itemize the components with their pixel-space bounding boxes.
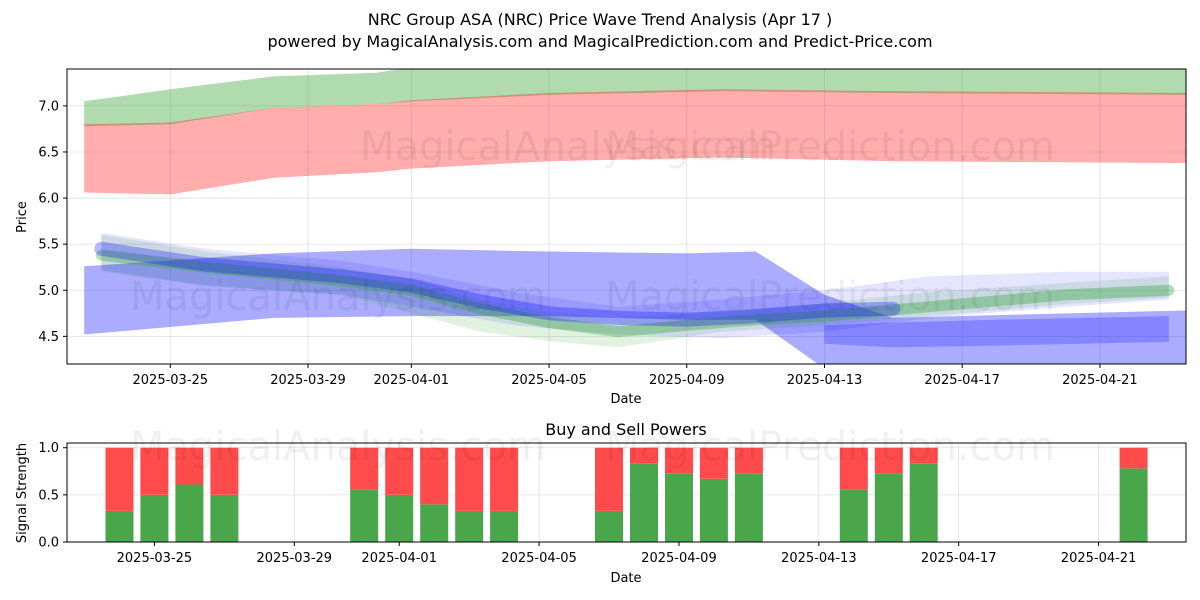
buy-bar (105, 510, 134, 542)
watermark-prediction-mid: MagicalPrediction.com (605, 274, 1055, 320)
price-wave-chart: MagicalAnalysis.com MagicalPrediction.co… (15, 68, 1187, 407)
bottom-x-axis-label: Date (610, 571, 641, 586)
bottom-x-tick-label: 2025-04-09 (641, 551, 717, 566)
bottom-y-tick-label: 0.5 (38, 488, 59, 503)
sell-bar (874, 447, 903, 474)
bottom-x-tick-label: 2025-04-21 (1061, 551, 1137, 566)
blue-trend (94, 241, 901, 327)
sell-bar (839, 447, 868, 490)
watermark-prediction-top: MagicalPrediction.com (605, 124, 1055, 170)
bottom-x-tick-label: 2025-04-17 (921, 551, 997, 566)
sell-bar (455, 447, 484, 511)
top-y-tick-label: 5.0 (38, 284, 59, 299)
top-x-tick-label: 2025-04-17 (924, 373, 1000, 388)
bottom-plot-area (105, 447, 1148, 542)
sell-bar (909, 447, 938, 464)
blue-wide-band (84, 248, 1186, 364)
buy-bar (839, 489, 868, 542)
top-y-tick-label: 6.0 (38, 192, 59, 207)
bottom-chart-title: Buy and Sell Powers (545, 420, 707, 439)
buy-bar (175, 484, 204, 542)
sell-bar (210, 447, 239, 495)
top-x-tick-label: 2025-04-09 (649, 373, 725, 388)
red-upper-band (84, 89, 1186, 195)
top-x-axis: 2025-03-25 2025-03-29 2025-04-01 2025-04-05… (133, 364, 1138, 388)
buy-bar (699, 478, 728, 542)
buy-bar (630, 463, 658, 542)
sell-bar (140, 447, 169, 495)
buy-bar (455, 510, 484, 542)
bottom-x-tick-label: 2025-04-01 (361, 551, 437, 566)
green-light-band (101, 234, 1169, 348)
top-gridlines (67, 69, 1186, 364)
buy-bar (420, 504, 449, 542)
sell-bar (420, 447, 449, 505)
bottom-x-tick-label: 2025-04-13 (781, 551, 857, 566)
bottom-x-tick-label: 2025-03-25 (117, 551, 193, 566)
sell-bar (595, 447, 623, 511)
sell-bar (665, 447, 693, 474)
top-axes-frame (66, 68, 1187, 365)
buy-bar (350, 489, 379, 542)
buy-sell-powers-chart: Buy and Sell Powers MagicalAnalysis.com … (15, 420, 1187, 586)
top-plot-area (84, 69, 1186, 364)
sell-bar (350, 447, 379, 490)
buy-bar (140, 494, 169, 542)
bottom-y-tick-label: 0.0 (38, 536, 59, 551)
green-upper-band (84, 69, 1186, 127)
green-trend (95, 249, 1175, 338)
top-y-tick-label: 6.5 (38, 145, 59, 160)
buy-bar (665, 473, 693, 542)
sell-bar (175, 447, 204, 485)
bottom-y-axis-label: Signal Strength (15, 443, 30, 543)
top-y-axis-label: Price (15, 201, 30, 233)
buy-bar (595, 510, 623, 542)
watermark-analysis-mid: MagicalAnalysis.com (130, 274, 546, 320)
bottom-y-tick-label: 1.0 (38, 441, 59, 456)
bottom-x-tick-label: 2025-04-05 (501, 551, 577, 566)
buy-bar (210, 494, 239, 542)
chart-subtitle: powered by MagicalAnalysis.com and Magic… (267, 32, 932, 51)
top-y-tick-label: 5.5 (38, 238, 59, 253)
top-y-tick-label: 7.0 (38, 99, 59, 114)
chart-title: NRC Group ASA (NRC) Price Wave Trend Ana… (368, 10, 833, 29)
sell-bar (385, 447, 414, 495)
blue-lower-band (824, 316, 1169, 348)
bottom-x-axis: 2025-03-25 2025-03-29 2025-04-01 2025-04-05… (117, 542, 1137, 566)
top-x-axis-label: Date (610, 392, 641, 407)
sell-bar (630, 447, 658, 464)
sell-bar (1119, 447, 1148, 469)
buy-bar (385, 494, 414, 542)
top-x-tick-label: 2025-04-05 (511, 373, 587, 388)
top-x-tick-label: 2025-03-29 (270, 373, 346, 388)
buy-bar (1119, 468, 1148, 542)
top-x-tick-label: 2025-03-25 (133, 373, 209, 388)
bottom-y-axis: 0.0 0.5 1.0 (38, 441, 67, 551)
top-x-tick-label: 2025-04-13 (787, 373, 863, 388)
sell-bar (734, 447, 763, 474)
top-x-tick-label: 2025-04-01 (374, 373, 450, 388)
buy-bar (909, 463, 938, 542)
buy-bar (734, 473, 763, 542)
watermark-analysis-bottom: MagicalAnalysis.com (130, 424, 546, 470)
blue-light-band (101, 233, 1169, 339)
buy-bar (874, 473, 903, 542)
bottom-axes-frame (66, 442, 1187, 543)
buy-bar (490, 510, 519, 542)
bottom-x-tick-label: 2025-03-29 (257, 551, 333, 566)
top-y-tick-label: 4.5 (38, 330, 59, 345)
top-x-tick-label: 2025-04-21 (1062, 373, 1138, 388)
sell-bar (490, 447, 519, 511)
watermark-prediction-bottom: MagicalPrediction.com (605, 424, 1055, 470)
watermark-analysis-top: MagicalAnalysis.com (360, 124, 776, 170)
sell-bar (699, 447, 728, 479)
top-y-axis: 4.5 5.0 5.5 6.0 6.5 7.0 (38, 99, 67, 345)
sell-bar (105, 447, 134, 511)
